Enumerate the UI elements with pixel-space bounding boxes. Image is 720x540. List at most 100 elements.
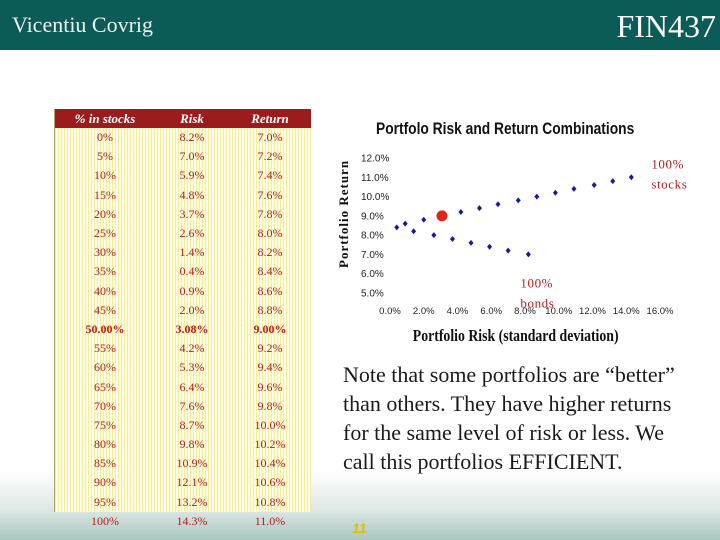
y-tick-label: 10.0% bbox=[361, 192, 389, 203]
cell-risk: 3.08% bbox=[175, 321, 209, 336]
cell-return: 9.00% bbox=[253, 321, 287, 336]
cell-risk: 4.2% bbox=[179, 341, 205, 356]
table-row: 70% 7.6% 9.8% bbox=[55, 397, 311, 416]
page-number: 11 bbox=[352, 520, 367, 536]
cell-return: 7.2% bbox=[257, 149, 283, 164]
data-point bbox=[591, 182, 597, 188]
data-point bbox=[534, 193, 540, 200]
data-point bbox=[431, 232, 437, 239]
cell-return: 9.4% bbox=[257, 360, 283, 375]
cell-return: 10.6% bbox=[254, 475, 286, 490]
cell-return: 10.4% bbox=[254, 456, 286, 471]
data-point bbox=[628, 174, 634, 181]
portfolio-table: % in stocks Risk Return 0% 8.2% 7.0% 5% 7.0%… bbox=[54, 109, 311, 528]
table-row: 85% 10.9% 10.4% bbox=[55, 454, 311, 473]
cell-return: 7.0% bbox=[257, 130, 283, 145]
y-tick-label: 8.0% bbox=[361, 231, 384, 242]
x-tick-label: 10.0% bbox=[545, 306, 572, 317]
cell-stocks: 15% bbox=[94, 187, 116, 202]
cell-risk: 14.3% bbox=[176, 513, 208, 528]
course-code: FIN437 bbox=[616, 8, 716, 44]
table-row: 55% 4.2% 9.2% bbox=[55, 339, 311, 358]
annotation-bonds: bonds bbox=[520, 295, 554, 310]
cell-stocks: 25% bbox=[94, 226, 116, 241]
cell-risk: 2.0% bbox=[179, 302, 205, 317]
cell-risk: 10.9% bbox=[176, 456, 208, 471]
data-point bbox=[468, 239, 474, 246]
data-point bbox=[552, 189, 558, 196]
data-point bbox=[458, 209, 464, 215]
cell-risk: 0.9% bbox=[179, 283, 205, 298]
cell-return: 8.8% bbox=[257, 302, 283, 317]
data-point bbox=[487, 243, 493, 250]
table-row: 0% 8.2% 7.0% bbox=[55, 128, 311, 147]
table-row: 95% 13.2% 10.8% bbox=[55, 493, 311, 512]
table-row: 50.00% 3.08% 9.00% bbox=[55, 320, 311, 339]
y-axis-label: Portfolio Return bbox=[336, 160, 351, 268]
cell-stocks: 95% bbox=[94, 494, 116, 509]
cell-risk: 12.1% bbox=[176, 475, 208, 490]
slide-header: Vicentiu Covrig FIN437 bbox=[0, 0, 720, 50]
cell-stocks: 35% bbox=[94, 264, 116, 279]
data-point bbox=[571, 185, 577, 192]
cell-risk: 9.8% bbox=[179, 437, 205, 452]
cell-return: 7.8% bbox=[257, 206, 283, 221]
cell-return: 8.0% bbox=[257, 226, 283, 241]
cell-risk: 5.3% bbox=[179, 360, 205, 375]
cell-risk: 3.7% bbox=[179, 206, 205, 221]
annotation-bonds: 100% bbox=[520, 275, 553, 290]
author-name: Vicentiu Covrig bbox=[12, 12, 154, 37]
cell-return: 11.0% bbox=[254, 513, 286, 528]
data-point bbox=[449, 236, 455, 242]
data-point bbox=[394, 224, 400, 231]
cell-stocks: 5% bbox=[97, 149, 113, 164]
x-tick-label: 16.0% bbox=[647, 306, 674, 317]
chart-svg: Portfolo Risk and Return Combinations Por… bbox=[336, 120, 687, 345]
cell-stocks: 20% bbox=[94, 206, 116, 221]
cell-stocks: 85% bbox=[94, 456, 116, 471]
cell-return: 8.6% bbox=[257, 283, 283, 298]
x-tick-label: 8.0% bbox=[514, 306, 536, 317]
y-tick-label: 7.0% bbox=[361, 250, 384, 261]
x-tick-label: 0.0% bbox=[379, 306, 401, 317]
cell-return: 9.8% bbox=[257, 398, 283, 413]
x-tick-label: 2.0% bbox=[413, 306, 435, 317]
cell-stocks: 55% bbox=[94, 341, 116, 356]
table-row: 75% 8.7% 10.0% bbox=[55, 416, 311, 435]
cell-risk: 1.4% bbox=[179, 245, 205, 260]
cell-return: 10.2% bbox=[254, 437, 286, 452]
note-text: Note that some portfolios are “better” t… bbox=[343, 362, 675, 474]
highlighted-point bbox=[436, 210, 448, 222]
table-row: 10% 5.9% 7.4% bbox=[55, 166, 311, 185]
cell-return: 7.4% bbox=[257, 168, 283, 183]
cell-stocks: 10% bbox=[94, 168, 116, 183]
data-point bbox=[411, 228, 417, 235]
cell-stocks: 70% bbox=[94, 398, 116, 413]
cell-risk: 13.2% bbox=[176, 494, 208, 509]
x-tick-label: 6.0% bbox=[480, 306, 502, 317]
cell-stocks: 80% bbox=[94, 437, 116, 452]
data-point bbox=[495, 201, 501, 208]
table-row: 15% 4.8% 7.6% bbox=[55, 186, 311, 205]
col-header-risk: Risk bbox=[155, 109, 229, 128]
table-row: 80% 9.8% 10.2% bbox=[55, 435, 311, 454]
table-row: 20% 3.7% 7.8% bbox=[55, 205, 311, 224]
cell-return: 7.6% bbox=[257, 187, 283, 202]
y-tick-label: 9.0% bbox=[361, 211, 384, 222]
y-tick-label: 11.0% bbox=[361, 173, 389, 184]
y-tick-label: 6.0% bbox=[361, 269, 384, 280]
chart-title: Portfolo Risk and Return Combinations bbox=[376, 120, 634, 138]
cell-return: 10.0% bbox=[254, 417, 286, 432]
table-row: 25% 2.6% 8.0% bbox=[55, 224, 311, 243]
cell-stocks: 30% bbox=[94, 245, 116, 260]
cell-stocks: 0% bbox=[97, 130, 113, 145]
cell-risk: 2.6% bbox=[179, 226, 205, 241]
data-point bbox=[476, 205, 482, 212]
cell-risk: 4.8% bbox=[179, 187, 205, 202]
table-header-row: % in stocks Risk Return bbox=[55, 109, 311, 128]
cell-stocks: 45% bbox=[94, 302, 116, 317]
cell-stocks: 75% bbox=[94, 417, 116, 432]
cell-stocks: 40% bbox=[94, 283, 116, 298]
y-tick-label: 5.0% bbox=[361, 289, 384, 300]
x-tick-label: 12.0% bbox=[579, 306, 606, 317]
